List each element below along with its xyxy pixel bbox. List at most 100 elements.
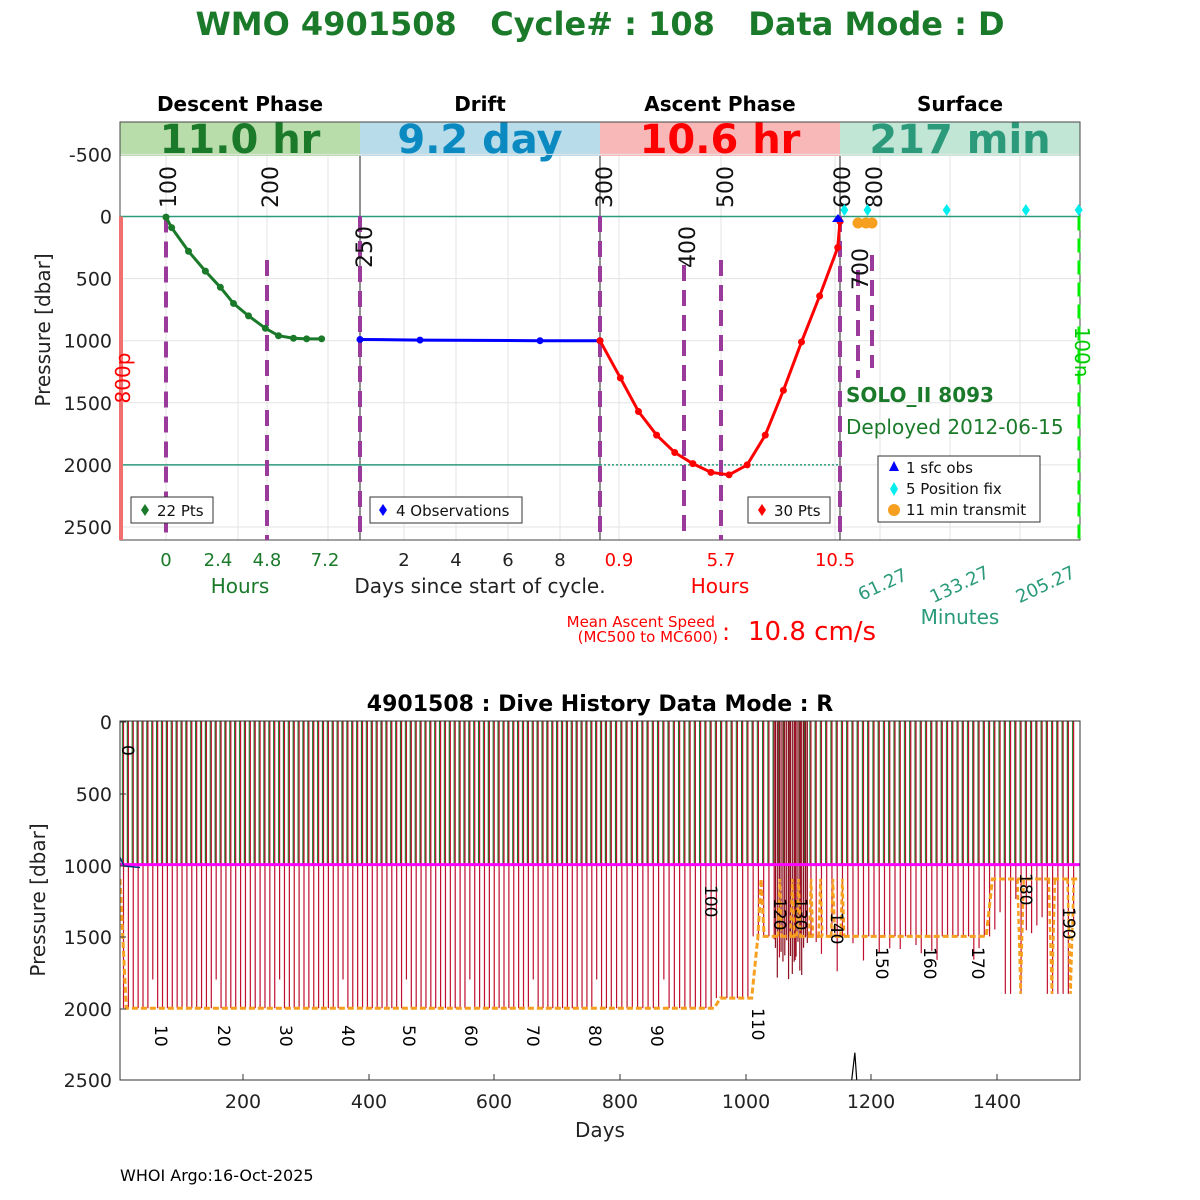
series-point-drift	[416, 336, 424, 344]
legend-marker	[379, 504, 387, 516]
cycle-label: 160	[919, 947, 939, 979]
mc-label: 250	[353, 226, 378, 268]
cycle-label: 170	[967, 947, 987, 979]
legend-marker	[888, 504, 900, 516]
series-point-ascent	[725, 471, 733, 479]
profile-depth-line	[1016, 878, 1025, 994]
cycle-label: 80	[584, 1025, 604, 1047]
phase-header: Descent Phase	[157, 92, 323, 116]
legend-marker	[141, 504, 149, 516]
position-fix-marker	[1021, 204, 1030, 216]
surface-obs-marker	[832, 214, 844, 222]
profile-depth-line	[817, 878, 824, 937]
legend-label: 11 min transmit	[906, 501, 1026, 519]
legend-label: 1 sfc obs	[906, 459, 973, 477]
profile-depth-line	[807, 878, 815, 937]
y-tick-label: 1500	[64, 393, 112, 415]
cycle-label: 10	[150, 1025, 170, 1047]
profile-depth-line	[1066, 878, 1075, 994]
legend-marker	[889, 461, 899, 471]
dive-detail-line	[851, 1052, 858, 1080]
y-tick-label: 2000	[64, 999, 112, 1021]
ascent-speed-colon: :	[722, 618, 730, 646]
series-line-drift	[359, 337, 600, 343]
profile-depth-line	[795, 878, 802, 937]
profile-depth-line	[1047, 878, 1057, 994]
position-fix-marker	[863, 204, 872, 216]
page-title: WMO 4901508 Cycle# : 108 Data Mode : D	[195, 5, 1004, 43]
series-point-descent	[201, 267, 209, 275]
series-point-descent	[168, 224, 176, 232]
series-point-ascent	[653, 431, 661, 439]
series-line-descent	[164, 216, 322, 341]
y-tick-label: 2000	[64, 455, 112, 477]
x-axis-label: Hours	[211, 574, 270, 598]
cycle-label: 190	[1058, 907, 1078, 939]
series-point-descent	[216, 283, 224, 291]
x-tick-label: 1200	[847, 1091, 895, 1113]
x-tick-label: 10.5	[815, 550, 855, 571]
phase-bar	[120, 122, 360, 156]
series-point-ascent	[616, 374, 624, 382]
y-tick-label: -500	[69, 144, 112, 166]
y-tick-label: 1000	[64, 331, 112, 353]
x-tick-label: 1400	[973, 1091, 1021, 1113]
x-tick-label: 800	[602, 1091, 638, 1113]
cycle-label: 70	[522, 1025, 542, 1047]
cycle-label: 140	[826, 912, 846, 944]
y-tick-label: 500	[76, 269, 112, 291]
y-tick-label: 0	[100, 712, 112, 734]
ascent-speed-sub: (MC500 to MC600)	[578, 628, 718, 646]
transmit-marker	[866, 217, 878, 229]
deployed-label: Deployed 2012-06-15	[846, 415, 1064, 439]
series-point-descent	[245, 312, 252, 320]
x-tick-label: 400	[351, 1091, 387, 1113]
series-point-descent	[185, 247, 192, 255]
mc-label: 300	[593, 166, 618, 208]
cycle-label: 30	[275, 1025, 295, 1047]
footer-credit: WHOI Argo:16-Oct-2025	[120, 1166, 314, 1185]
x-tick-label: 4	[450, 550, 461, 571]
series-point-ascent	[707, 468, 715, 476]
series-point-descent	[290, 334, 297, 342]
legend-marker	[890, 482, 898, 496]
chart-title: 4901508 : Dive History Data Mode : R	[367, 692, 833, 717]
mc-label: 100	[157, 166, 182, 208]
profile-depth-line	[776, 878, 783, 937]
dive-history-panel: 4901508 : Dive History Data Mode : R 0 10 2…	[26, 692, 1081, 1142]
legend-label: 22 Pts	[157, 502, 204, 520]
legend-label: 5 Position fix	[906, 480, 1002, 498]
series-point-ascent	[634, 407, 642, 415]
cycle-label: 50	[398, 1025, 418, 1047]
x-tick-label: 6	[502, 550, 513, 571]
x-axis-label: Days	[575, 1118, 625, 1142]
x-axis-label: Hours	[691, 574, 750, 598]
series-point-ascent	[779, 386, 787, 394]
cycle-label: 130	[790, 898, 810, 930]
mc-label: 500	[714, 166, 739, 208]
series-point-ascent	[834, 244, 842, 252]
series-point-descent	[162, 213, 170, 221]
mc-label: 400	[676, 226, 701, 268]
y-axis-label: Pressure [dbar]	[26, 823, 50, 976]
profile-depth-line	[120, 877, 1080, 1010]
x-tick-label: 8	[554, 550, 565, 571]
mc-label: 600	[831, 166, 856, 208]
mc-label: 800	[863, 166, 888, 208]
float-type-label: SOLO_II 8093	[846, 383, 994, 407]
profile-depth-line	[789, 878, 796, 937]
position-fix-marker	[942, 204, 951, 216]
x-tick-label: 200	[225, 1091, 261, 1113]
x-axis-label: Days since start of cycle.	[354, 574, 605, 598]
cycle-label: 90	[646, 1025, 666, 1047]
x-tick-label: 600	[476, 1091, 512, 1113]
ascent-speed-label: Mean Ascent Speed	[567, 613, 715, 631]
cycle-label: 20	[213, 1025, 233, 1047]
legend-label: 4 Observations	[396, 502, 510, 520]
phase-bar	[600, 122, 840, 156]
x-tick-label: 0.9	[605, 550, 634, 571]
series-point-drift	[356, 335, 364, 343]
profile-depth-line	[839, 878, 846, 937]
dive-lines	[120, 721, 1080, 1080]
cycle-label: 180	[1015, 873, 1035, 905]
